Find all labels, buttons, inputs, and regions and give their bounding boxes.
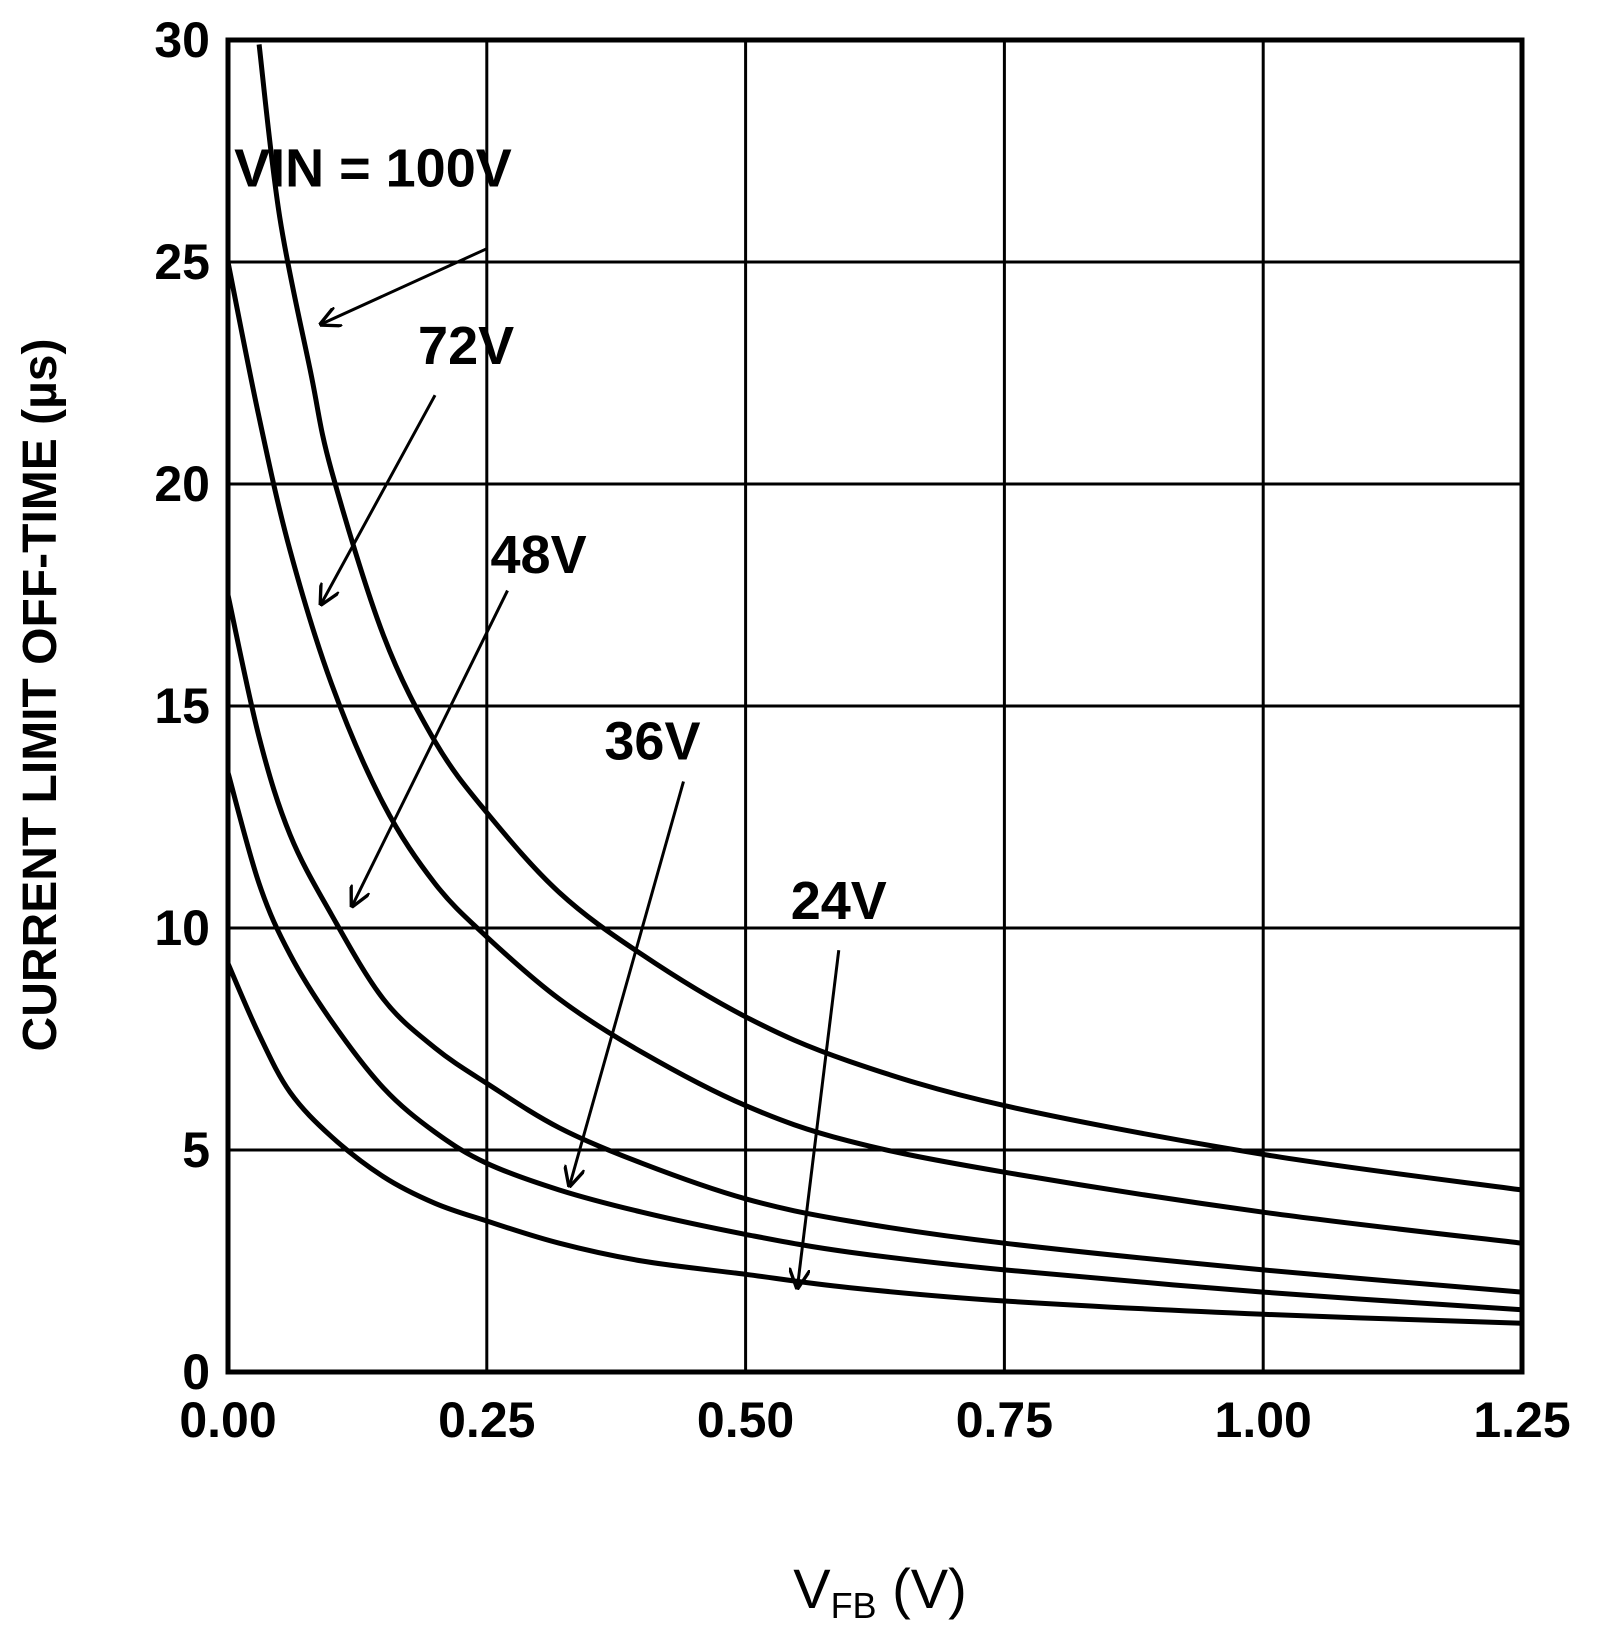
x-axis-title: VFB (V) [793,1557,967,1626]
annotation-arrow [352,589,509,906]
annotation-arrow [321,247,488,324]
y-tick-label: 30 [154,12,210,68]
annotation-label: 48V [491,525,587,585]
x-tick-label: 1.25 [1473,1392,1570,1448]
x-tick-label: 0.00 [179,1392,276,1448]
annotation-label: 72V [418,316,514,376]
annotation-label: 36V [604,711,700,771]
y-axis-title: CURRENT LIMIT OFF-TIME (µs) [14,339,67,1052]
annotation-arrows [321,247,841,1288]
series-line-24v [225,962,1523,1326]
y-tick-labels: 0 5 10 15 20 25 30 [154,12,210,1400]
y-tick-label: 0 [182,1344,210,1400]
series-curves [225,44,1523,1326]
y-tick-label: 5 [182,1122,210,1178]
grid [226,38,1524,1374]
y-tick-label: 20 [154,456,210,512]
annotation-arrow [321,394,437,604]
x-tick-label: 0.25 [438,1392,535,1448]
series-line-vin-100v [256,44,1523,1193]
annotation-arrow [570,781,685,1185]
annotation-arrow [797,950,841,1287]
x-axis-title-subscript: FB [831,1585,877,1626]
x-tick-label: 0.75 [956,1392,1053,1448]
annotation-label: VIN = 100V [234,139,512,199]
x-tick-label: 1.00 [1215,1392,1312,1448]
x-axis-title-symbol: V [793,1557,831,1620]
annotation-labels: VIN = 100V 72V 48V 36V 24V [234,139,887,932]
x-tick-labels: 0.00 0.25 0.50 0.75 1.00 1.25 [179,1392,1570,1448]
series-line-72v [225,261,1523,1246]
x-axis-title-unit: (V) [877,1557,967,1620]
y-tick-label: 15 [154,678,210,734]
y-tick-label: 25 [154,234,210,290]
plot-frame [225,37,1525,1375]
y-tick-label: 10 [154,900,210,956]
annotation-label: 24V [791,871,887,931]
series-line-48v [225,594,1523,1295]
series-line-36v [225,771,1523,1313]
x-tick-label: 0.50 [697,1392,794,1448]
